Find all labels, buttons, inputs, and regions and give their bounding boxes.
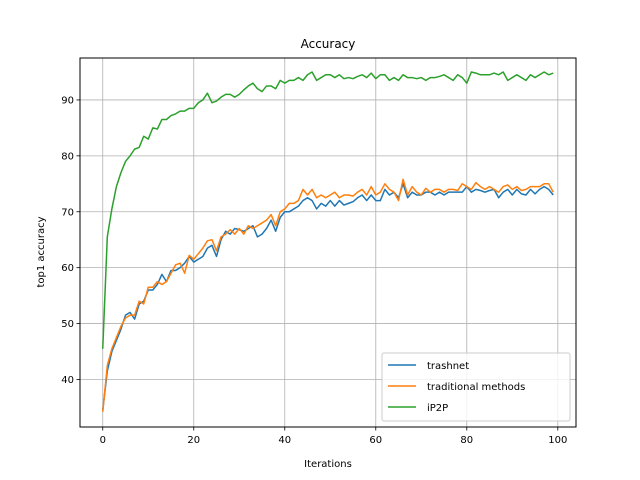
x-tick-label: 60: [369, 435, 382, 446]
legend-label: iP2P: [427, 403, 448, 414]
y-axis-label: top1 accuracy: [36, 216, 47, 287]
legend-box: [381, 352, 571, 422]
series-line-traditional-methods: [102, 178, 554, 412]
x-tick-label: 100: [548, 435, 567, 446]
legend: trashnet traditional methods iP2P: [381, 352, 571, 422]
grid: [80, 58, 576, 427]
y-tick-label: 60: [61, 263, 74, 274]
y-tick-label: 50: [61, 319, 74, 330]
y-tick-label: 70: [61, 207, 74, 218]
y-tick-label: 80: [61, 151, 74, 162]
series-line-ip2p: [102, 71, 554, 349]
axis-ticks: 0 20 40 60 80 100 40 50 60 70 80 90: [61, 95, 567, 446]
legend-label: trashnet: [427, 361, 469, 372]
x-axis-label: Iterations: [304, 459, 352, 470]
x-tick-label: 80: [460, 435, 473, 446]
x-tick-label: 0: [100, 435, 106, 446]
legend-label: traditional methods: [427, 382, 525, 393]
plot-frame: [79, 57, 577, 428]
series-line-trashnet: [102, 183, 554, 411]
x-tick-label: 40: [278, 435, 291, 446]
y-tick-label: 40: [61, 375, 74, 386]
series-lines: [102, 71, 554, 412]
chart-title: Accuracy: [301, 37, 356, 51]
x-tick-label: 20: [187, 435, 200, 446]
y-tick-label: 90: [61, 95, 74, 106]
